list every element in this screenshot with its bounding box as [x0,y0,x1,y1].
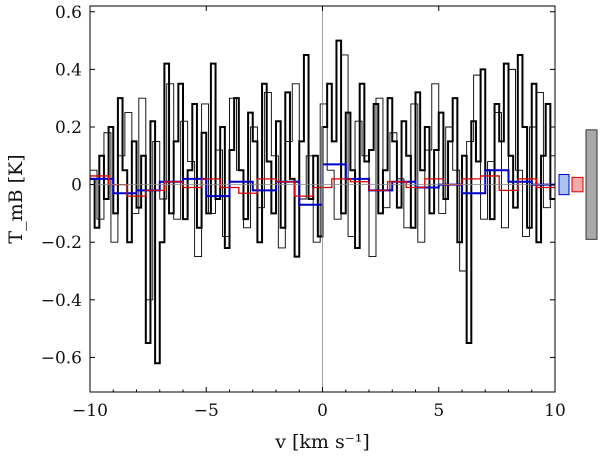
y-tick-label: 0 [71,176,82,196]
noise-box-3 [585,129,598,240]
axis-ticks: −10 −5 0 5 10 −0.6 −0.4 −0.2 0 0.2 0.4 0.6 [41,3,566,421]
y-tick-label: 0.6 [55,3,82,23]
y-tick-label: 0.2 [55,118,82,138]
x-tick-label: 5 [433,401,444,421]
y-tick-label: −0.6 [41,348,82,368]
series-step-thin-0 [90,54,555,301]
x-tick-label: −10 [72,401,108,421]
y-tick-label: 0.4 [55,60,82,80]
noise-box-1 [558,174,570,196]
noise-boxes [558,129,598,240]
y-axis-label: T_mB [K] [5,154,27,243]
x-tick-label: 0 [317,401,328,421]
y-tick-label: −0.2 [41,233,82,253]
x-tick-label: 10 [544,401,566,421]
y-tick-label: −0.4 [41,291,82,311]
x-tick-label: −5 [194,401,219,421]
x-axis-label: v [km s⁻¹] [274,431,370,453]
noise-box-2 [571,176,584,193]
